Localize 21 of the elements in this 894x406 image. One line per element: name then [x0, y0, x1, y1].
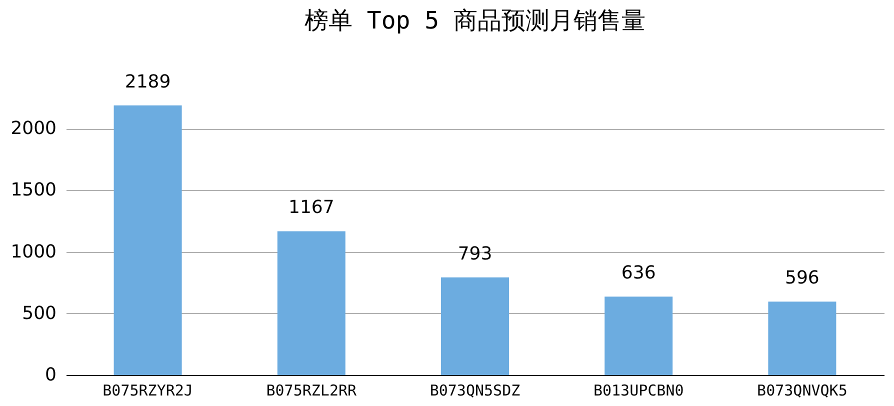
y-tick-label: 500	[22, 302, 56, 324]
bar	[604, 296, 673, 375]
data-label: 1167	[288, 197, 334, 218]
y-tick-label: 1000	[10, 241, 56, 262]
chart-title: 榜单 Top 5 商品预测月销售量	[304, 6, 646, 34]
bar	[277, 231, 346, 375]
y-tick-label: 2000	[10, 118, 56, 140]
bar	[114, 105, 182, 375]
x-tick-label: B013UPCBN0	[593, 382, 684, 400]
data-label: 596	[785, 268, 820, 289]
x-tick-label: B075RZL2RR	[266, 382, 358, 400]
bar	[768, 302, 836, 375]
y-tick-label: 1500	[10, 180, 56, 201]
x-tick-label: B075RZYR2J	[102, 382, 193, 400]
data-label: 636	[621, 262, 656, 284]
x-tick-label: B073QNVQK5	[757, 382, 848, 400]
bar	[441, 277, 509, 375]
data-label: 793	[458, 243, 492, 264]
data-label: 2189	[124, 71, 171, 92]
y-tick-label: 0	[45, 364, 56, 386]
x-tick-label: B073QN5SDZ	[430, 382, 520, 400]
